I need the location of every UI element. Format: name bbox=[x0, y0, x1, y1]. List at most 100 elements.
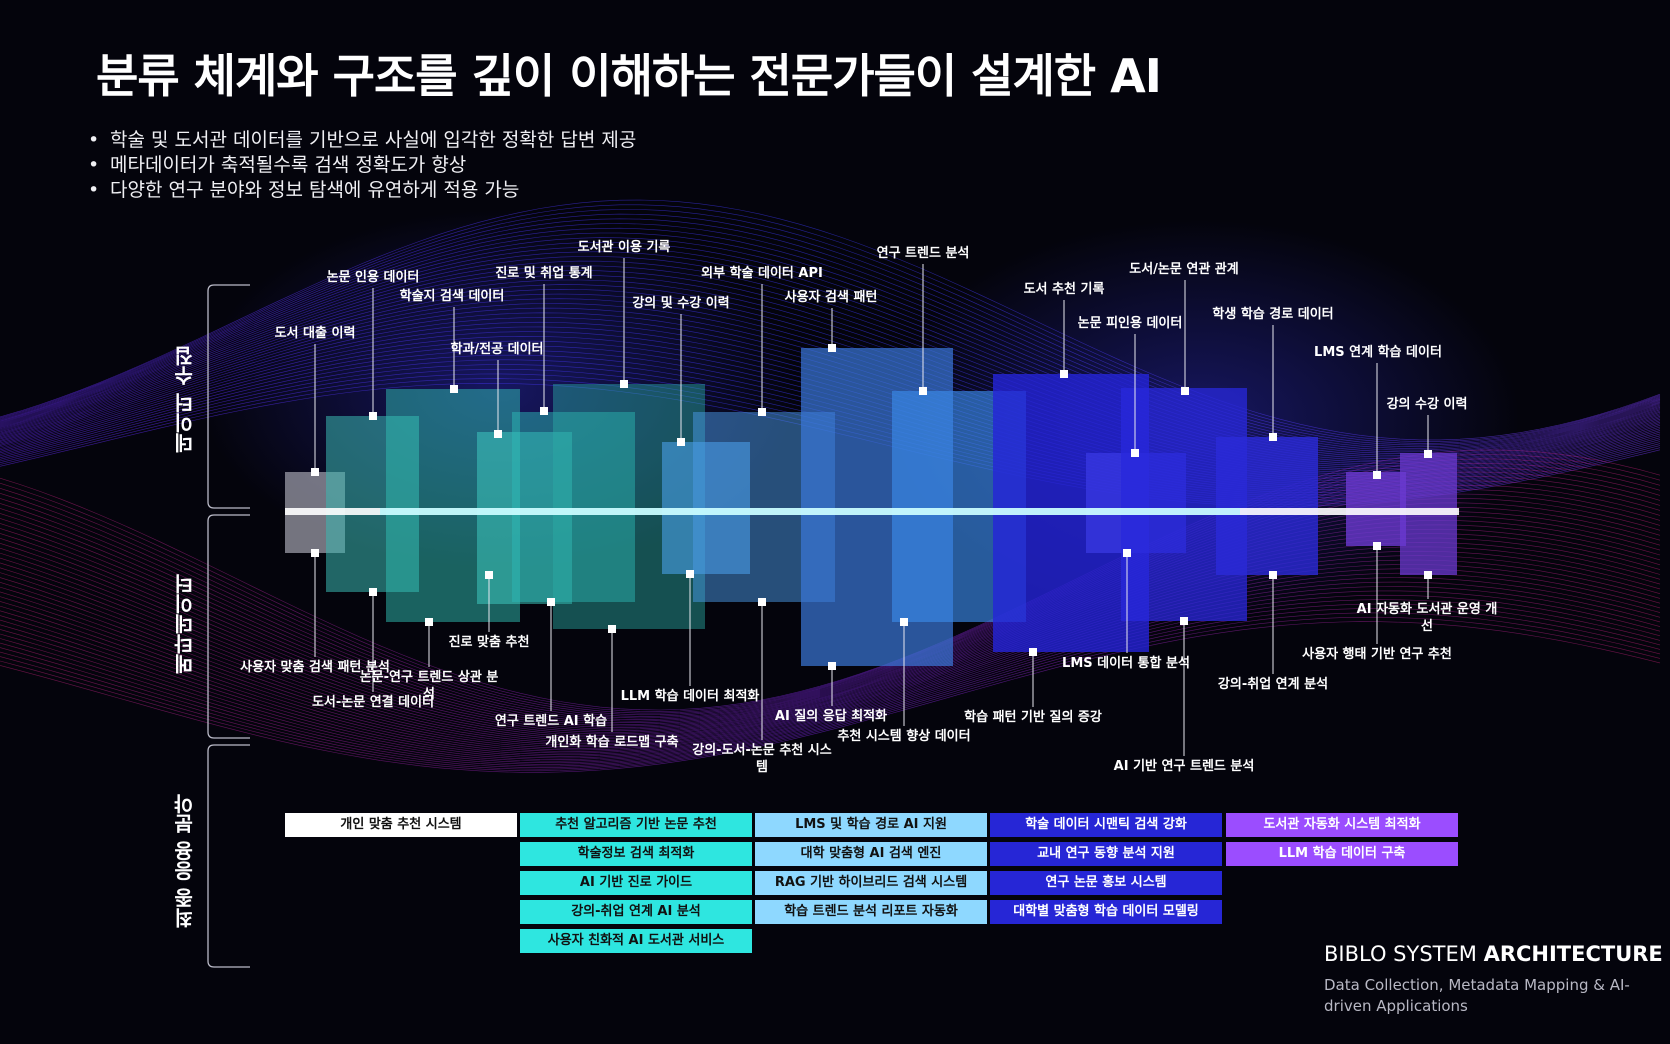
connector-node bbox=[1131, 449, 1139, 457]
wave-line bbox=[0, 594, 1661, 764]
bullet-item: 학술 및 도서관 데이터를 기반으로 사실에 입각한 정확한 답변 제공 bbox=[88, 128, 636, 153]
metadata-label: 개인화 학습 로드맵 구축 bbox=[545, 735, 679, 750]
metadata-label: AI 기반 연구 트렌드 분석 bbox=[1113, 759, 1255, 774]
central-axis-glow bbox=[380, 508, 1240, 515]
metadata-label: 강의-도서-논문 추천 시스템 bbox=[692, 743, 832, 775]
connector-node bbox=[311, 468, 319, 476]
metadata-label: 도서-논문 연결 데이터 bbox=[311, 695, 435, 710]
connector-node bbox=[485, 571, 493, 579]
connector-node bbox=[608, 625, 616, 633]
application-tag: LLM 학습 데이터 구축 bbox=[1226, 842, 1458, 866]
label-connectors bbox=[311, 258, 1432, 756]
connector-node bbox=[1181, 387, 1189, 395]
section-label-applications: 최종 응용 분야 bbox=[173, 794, 197, 928]
connector-node bbox=[1269, 571, 1277, 579]
connector-node bbox=[758, 598, 766, 606]
data-source-label: 학술지 검색 데이터 bbox=[399, 289, 505, 304]
data-source-label: 논문 인용 데이터 bbox=[326, 270, 420, 285]
data-source-label: 학과/전공 데이터 bbox=[450, 342, 544, 357]
brand-name-bold: ARCHITECTURE bbox=[1483, 942, 1663, 966]
central-axis-line bbox=[285, 508, 1459, 515]
metadata-label: 논문-연구 트렌드 상관 분석 bbox=[359, 670, 499, 702]
bullet-item: 메타데이터가 축적될수록 검색 정확도가 향상 bbox=[88, 153, 636, 178]
connector-node bbox=[900, 618, 908, 626]
brand-subtitle: Data Collection, Metadata Mapping & AI-d… bbox=[1324, 976, 1630, 1015]
brand-title: BIBLO SYSTEM ARCHITECTURE bbox=[1324, 942, 1663, 966]
metadata-label: 사용자 행태 기반 연구 추천 bbox=[1302, 647, 1452, 662]
connector-node bbox=[450, 385, 458, 393]
connector-node bbox=[1123, 549, 1131, 557]
connector-node bbox=[677, 438, 685, 446]
connector-node bbox=[311, 549, 319, 557]
application-tag: 대학별 맞춤형 학습 데이터 모델링 bbox=[990, 900, 1222, 924]
metadata-label: 연구 트렌드 AI 학습 bbox=[494, 714, 608, 729]
connector-node bbox=[1060, 370, 1068, 378]
data-source-label: 논문 피인용 데이터 bbox=[1077, 316, 1183, 331]
page-title: 분류 체계와 구조를 깊이 이해하는 전문가들이 설계한 AI bbox=[96, 49, 1162, 103]
metadata-label: LMS 데이터 통합 분석 bbox=[1062, 656, 1190, 671]
data-source-label: 강의 수강 이력 bbox=[1386, 397, 1468, 412]
application-tag: 사용자 친화적 AI 도서관 서비스 bbox=[520, 929, 752, 953]
connector-node bbox=[494, 430, 502, 438]
wave-line bbox=[0, 599, 1661, 765]
data-source-label: 사용자 검색 패턴 bbox=[784, 290, 878, 305]
section-bracket-applications bbox=[207, 744, 250, 968]
connector-node bbox=[1269, 433, 1277, 441]
application-tag: 교내 연구 동향 분석 지원 bbox=[990, 842, 1222, 866]
connector-node bbox=[758, 408, 766, 416]
data-source-label: 도서 추천 기록 bbox=[1023, 282, 1105, 297]
connector-node bbox=[828, 344, 836, 352]
wave-line bbox=[0, 603, 1661, 767]
application-tag: AI 기반 진로 가이드 bbox=[520, 871, 752, 895]
application-tag: 학술 데이터 시맨틱 검색 강화 bbox=[990, 813, 1222, 837]
wave-line bbox=[0, 616, 1661, 772]
section-bracket-data-collection bbox=[207, 284, 250, 509]
connector-node bbox=[919, 387, 927, 395]
metadata-label: 추천 시스템 향상 데이터 bbox=[837, 729, 971, 744]
section-label-metadata: 메타데이터 bbox=[173, 574, 197, 674]
metadata-label: 강의-취업 연계 분석 bbox=[1217, 677, 1329, 692]
metadata-label: AI 질의 응답 최적화 bbox=[774, 709, 888, 724]
connector-node bbox=[369, 588, 377, 596]
wave-line bbox=[0, 586, 1661, 760]
application-tag: 개인 맞춤 추천 시스템 bbox=[285, 813, 517, 837]
data-source-label: LMS 연계 학습 데이터 bbox=[1314, 345, 1442, 360]
connector-node bbox=[1180, 617, 1188, 625]
application-tag: RAG 기반 하이브리드 검색 시스템 bbox=[755, 871, 987, 895]
connector-node bbox=[547, 598, 555, 606]
application-tag: 연구 논문 홍보 시스템 bbox=[990, 871, 1222, 895]
bullet-item: 다양한 연구 분야와 정보 탐색에 유연하게 적용 가능 bbox=[88, 178, 636, 203]
application-tag: 학습 트렌드 분석 리포트 자동화 bbox=[755, 900, 987, 924]
application-tag: 강의-취업 연계 AI 분석 bbox=[520, 900, 752, 924]
section-label-data-collection: 데이터 수집 bbox=[173, 346, 197, 453]
metadata-label: LLM 학습 데이터 최적화 bbox=[620, 689, 760, 704]
brand-name-light: BIBLO SYSTEM bbox=[1324, 942, 1477, 966]
wave-line bbox=[0, 621, 1661, 773]
data-block bbox=[512, 412, 635, 602]
data-source-label: 도서 대출 이력 bbox=[274, 326, 356, 341]
metadata-label: AI 자동화 도서관 운영 개선 bbox=[1356, 602, 1498, 634]
data-source-label: 학생 학습 경로 데이터 bbox=[1212, 307, 1334, 322]
metadata-label: 진로 맞춤 추천 bbox=[448, 635, 530, 650]
section-bracket-metadata bbox=[207, 514, 250, 739]
metadata-label: 사용자 맞춤 검색 패턴 분석 bbox=[240, 660, 390, 675]
connector-node bbox=[686, 570, 694, 578]
connector-node bbox=[425, 618, 433, 626]
data-source-label: 외부 학술 데이터 API bbox=[701, 266, 823, 281]
wave-line bbox=[0, 608, 1661, 768]
bullet-list: 학술 및 도서관 데이터를 기반으로 사실에 입각한 정확한 답변 제공 메타데… bbox=[88, 128, 636, 203]
connector-node bbox=[1424, 450, 1432, 458]
application-tag: 도서관 자동화 시스템 최적화 bbox=[1226, 813, 1458, 837]
wave-line bbox=[0, 612, 1661, 770]
application-tag: 추천 알고리즘 기반 논문 추천 bbox=[520, 813, 752, 837]
data-source-label: 도서/논문 연관 관계 bbox=[1129, 262, 1239, 277]
connector-node bbox=[1373, 471, 1381, 479]
connector-node bbox=[540, 407, 548, 415]
connector-node bbox=[828, 662, 836, 670]
data-block bbox=[1216, 437, 1318, 575]
application-tag: LMS 및 학습 경로 AI 지원 bbox=[755, 813, 987, 837]
application-tag: 학술정보 검색 최적화 bbox=[520, 842, 752, 866]
data-source-label: 강의 및 수강 이력 bbox=[632, 296, 730, 311]
connector-node bbox=[1029, 648, 1037, 656]
